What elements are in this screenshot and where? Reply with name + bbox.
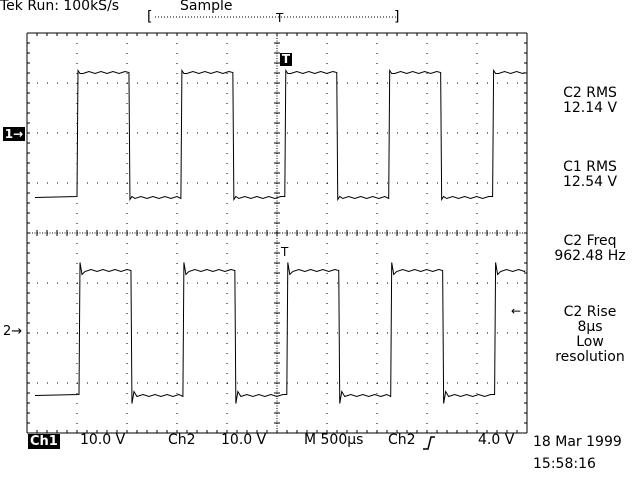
graticule <box>26 32 528 434</box>
trigger-position-bar[interactable]: [ T ] <box>147 2 403 26</box>
ch1-ground-marker[interactable]: 1→ <box>3 127 25 141</box>
trigger-level: 4.0 V <box>478 432 515 448</box>
measurement-label: C2 Freq <box>563 233 617 249</box>
ch2-scale: 10.0 V <box>221 432 267 448</box>
ch1-trace <box>34 68 526 202</box>
measurement-c2-rms: C2 RMS 12.14 V <box>528 86 640 116</box>
ch1-scale: 10.0 V <box>80 432 126 448</box>
measurement-value: 12.14 V <box>562 100 618 116</box>
ch2-label[interactable]: Ch2 <box>168 432 196 448</box>
acquisition-status: Tek Run: 100kS/s <box>0 0 120 14</box>
trigger-level-arrow-icon: ← <box>511 304 522 318</box>
measurement-value: 962.48 Hz <box>554 248 626 264</box>
time-readout: 15:58:16 <box>533 456 596 472</box>
measurement-value: 8μs <box>577 319 603 335</box>
measurement-note: resolution <box>555 349 625 365</box>
trigger-point-marker-ch2: T <box>281 245 289 259</box>
measurement-label: C2 Rise <box>563 304 617 320</box>
date-readout: 18 Mar 1999 <box>533 434 622 450</box>
ch2-trace <box>34 262 526 404</box>
trigger-position-label: T <box>275 11 284 25</box>
measurement-label: C2 RMS <box>563 85 617 101</box>
measurement-note: Low <box>576 334 604 350</box>
rising-edge-icon <box>423 436 435 450</box>
measurement-value: 12.54 V <box>562 174 618 190</box>
timebase: M 500μs <box>304 432 364 448</box>
trigger-point-marker-ch1: T <box>280 52 292 66</box>
measurement-c1-rms: C1 RMS 12.54 V <box>528 160 640 190</box>
record-left-bracket: [ <box>147 9 152 25</box>
measurement-c2-rise: C2 Rise 8μs Low resolution <box>528 305 640 365</box>
record-right-bracket: ] <box>394 9 399 25</box>
measurement-label: C1 RMS <box>563 159 617 175</box>
measurement-c2-freq: C2 Freq 962.48 Hz <box>528 234 640 264</box>
acquisition-mode: Sample <box>180 0 233 14</box>
trigger-source: Ch2 <box>388 432 416 448</box>
ch2-ground-marker[interactable]: 2→ <box>3 324 23 339</box>
ch1-label[interactable]: Ch1 <box>28 434 60 449</box>
